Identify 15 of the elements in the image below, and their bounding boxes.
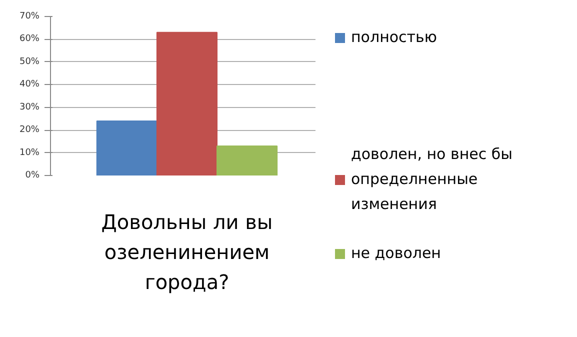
x-tick-label: Довольны ли вы озеленинением города? [100, 209, 274, 296]
legend-label: доволен, но внес бы определненные изменения [351, 144, 514, 215]
bar [96, 120, 158, 176]
y-tick-label: 20% [19, 125, 40, 136]
legend-label: не доволен [351, 243, 442, 264]
y-tick-label: 0% [25, 170, 40, 180]
bar [216, 145, 278, 176]
y-tick-label: 30% [19, 102, 40, 112]
y-tick-label: 70% [19, 12, 40, 22]
y-tick-label: 50% [19, 56, 40, 67]
y-tick-label: 60% [19, 34, 40, 44]
y-tick-label: 40% [19, 80, 40, 90]
legend-label: полностью [351, 27, 438, 48]
y-tick-label: 10% [19, 148, 40, 158]
bar [156, 32, 218, 176]
